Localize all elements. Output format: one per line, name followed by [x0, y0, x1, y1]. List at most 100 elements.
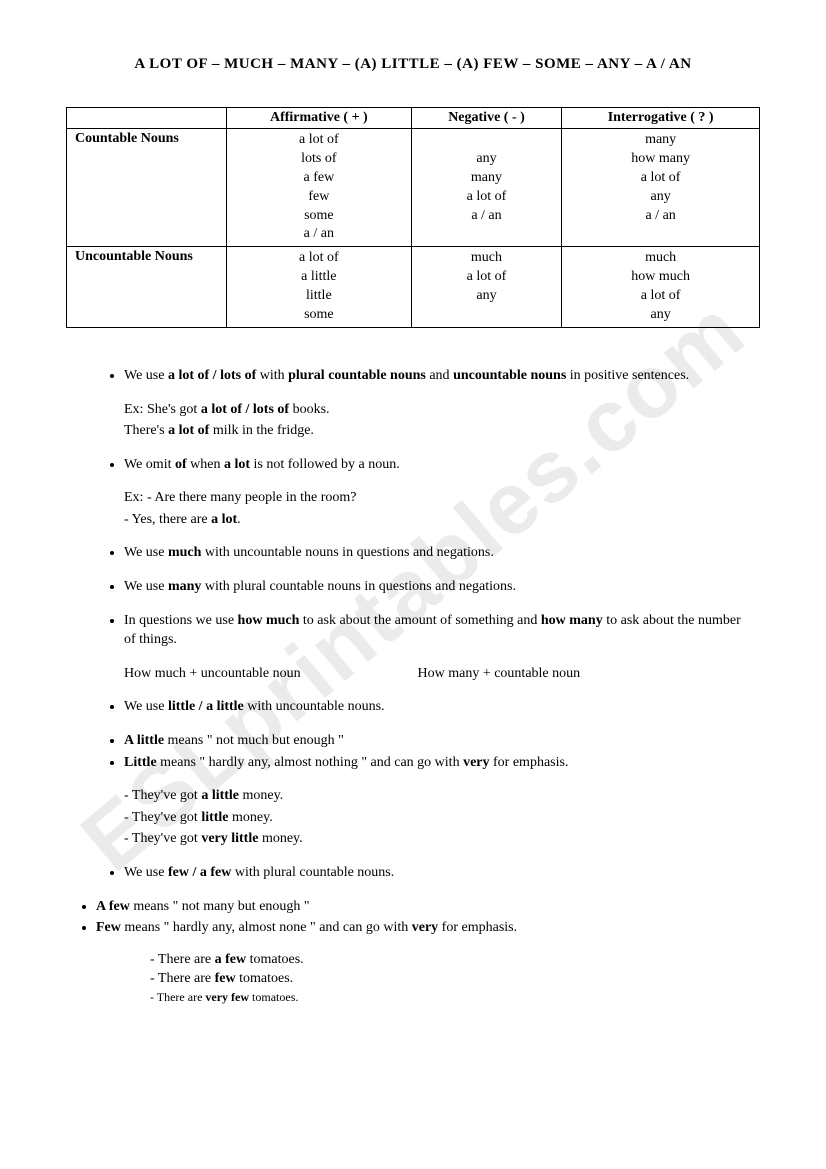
example: - Yes, there are a lot. — [124, 510, 750, 530]
text: uncountable nouns — [453, 368, 566, 383]
formula: How much + uncountable noun — [124, 664, 414, 684]
cell: a lot of lots of a few few some a / an — [227, 129, 412, 247]
text: how many — [541, 613, 603, 628]
text: with plural countable nouns. — [231, 865, 394, 880]
text: very little — [201, 831, 258, 846]
rule-item: A few means " not many but enough " — [96, 897, 760, 917]
text: very few — [205, 990, 249, 1004]
text: a lot — [224, 457, 250, 472]
text: We use — [124, 545, 168, 560]
text: means " not much but enough " — [164, 733, 344, 748]
text: few — [215, 971, 236, 986]
table-row: Countable Nouns a lot of lots of a few f… — [67, 129, 760, 247]
text: We use — [124, 579, 168, 594]
text: when — [187, 457, 224, 472]
th-interrogative: Interrogative ( ? ) — [562, 108, 760, 129]
text: - Yes, there are — [124, 512, 211, 527]
cell-line: a lot of — [641, 170, 681, 185]
th-affirmative: Affirmative ( + ) — [227, 108, 412, 129]
text: We use — [124, 699, 168, 714]
rule-item: We omit of when a lot is not followed by… — [124, 455, 760, 530]
cell-line: any — [651, 307, 671, 322]
text: Ex: She's got — [124, 402, 201, 417]
th-blank — [67, 108, 227, 129]
example: Ex: - Are there many people in the room? — [124, 488, 750, 508]
rule-item: We use many with plural countable nouns … — [124, 577, 760, 597]
text: very — [463, 755, 489, 770]
example: - There are a few tomatoes. — [150, 950, 760, 970]
cell-line: any — [476, 288, 496, 303]
text: how much — [238, 613, 300, 628]
text: a lot of / lots of — [168, 368, 256, 383]
quantifiers-table: Affirmative ( + ) Negative ( - ) Interro… — [66, 107, 760, 328]
text: A few — [96, 899, 130, 914]
text: is not followed by a noun. — [250, 457, 400, 472]
rule-item: A little means " not much but enough " — [124, 731, 760, 751]
cell-line: much — [471, 250, 502, 265]
text: with uncountable nouns. — [244, 699, 385, 714]
text: In questions we use — [124, 613, 238, 628]
formula: How many + countable noun — [418, 666, 581, 681]
cell-line: how much — [631, 269, 690, 284]
cell-line: some — [304, 208, 334, 223]
text: a little — [201, 788, 239, 803]
example: There's a lot of milk in the fridge. — [124, 421, 750, 441]
text: tomatoes. — [236, 971, 294, 986]
text: We use — [124, 865, 168, 880]
text: much — [168, 545, 201, 560]
text: a lot of — [168, 423, 209, 438]
cell: many how many a lot of any a / an — [562, 129, 760, 247]
text: - There are — [150, 990, 205, 1004]
text: to ask about the amount of something and — [299, 613, 540, 628]
text: with uncountable nouns in questions and … — [201, 545, 493, 560]
example-block: - There are a few tomatoes. - There are … — [150, 950, 760, 1006]
text: plural countable nouns — [288, 368, 426, 383]
text: means " not many but enough " — [130, 899, 310, 914]
example: - There are very few tomatoes. — [150, 989, 760, 1006]
cell-line: any — [476, 151, 496, 166]
text: little — [201, 810, 228, 825]
text: - They've got — [124, 831, 201, 846]
text: in positive sentences. — [566, 368, 689, 383]
rules-list: We use a lot of / lots of with plural co… — [66, 366, 760, 883]
rule-item: We use few / a few with plural countable… — [124, 863, 760, 883]
text: means " hardly any, almost none " and ca… — [121, 920, 412, 935]
text: a few — [215, 952, 247, 967]
table-header-row: Affirmative ( + ) Negative ( - ) Interro… — [67, 108, 760, 129]
text: - There are — [150, 971, 215, 986]
text: and — [426, 368, 453, 383]
rule-item: Few means " hardly any, almost none " an… — [96, 918, 760, 938]
cell-line: a lot of — [467, 269, 507, 284]
text: tomatoes. — [246, 952, 304, 967]
cell-line: many — [471, 170, 502, 185]
text: Little — [124, 755, 157, 770]
text: There's — [124, 423, 168, 438]
cell-line: a little — [301, 269, 336, 284]
example: - They've got very little money. — [124, 829, 750, 849]
cell-line: much — [645, 250, 676, 265]
cell-line: a / an — [645, 208, 675, 223]
rule-item: We use much with uncountable nouns in qu… — [124, 543, 760, 563]
text: money. — [229, 810, 273, 825]
rule-item: Little means " hardly any, almost nothin… — [124, 753, 760, 849]
text: A little — [124, 733, 164, 748]
row-label-uncountable: Uncountable Nouns — [67, 247, 227, 328]
cell-line: little — [306, 288, 332, 303]
cell: any many a lot of a / an — [411, 129, 562, 247]
text: with plural countable nouns in questions… — [201, 579, 516, 594]
cell-line: some — [304, 307, 334, 322]
text: - There are — [150, 952, 215, 967]
text: a lot — [211, 512, 237, 527]
text: money. — [258, 831, 302, 846]
text: few / a few — [168, 865, 231, 880]
text: We omit — [124, 457, 175, 472]
cell: much a lot of any — [411, 247, 562, 328]
text: - They've got — [124, 788, 201, 803]
cell-line: a lot of — [641, 288, 681, 303]
text: very — [412, 920, 438, 935]
text: means " hardly any, almost nothing " and… — [157, 755, 463, 770]
example: Ex: She's got a lot of / lots of books. — [124, 400, 750, 420]
text: many — [168, 579, 201, 594]
text: tomatoes. — [249, 990, 298, 1004]
rule-item: In questions we use how much to ask abou… — [124, 611, 760, 684]
